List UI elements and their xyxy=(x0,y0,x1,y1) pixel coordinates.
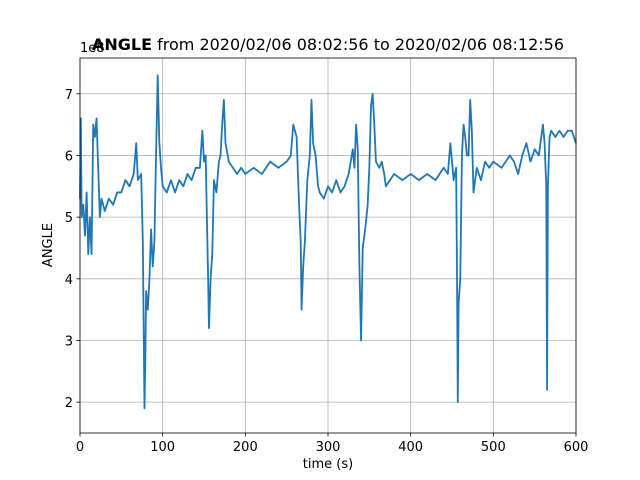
title-bold: ANGLE xyxy=(92,35,152,54)
title-rest: from 2020/02/06 08:02:56 to 2020/02/06 0… xyxy=(152,35,564,54)
y-tick-label: 5 xyxy=(65,211,73,226)
y-tick-label: 6 xyxy=(65,149,73,164)
x-tick-label: 300 xyxy=(316,440,341,455)
x-tick-label: 400 xyxy=(398,440,423,455)
x-tick-label: 200 xyxy=(233,440,258,455)
y-tick-label: 4 xyxy=(65,273,73,288)
x-tick-label: 500 xyxy=(481,440,506,455)
x-tick-label: 600 xyxy=(564,440,589,455)
x-axis-label: time (s) xyxy=(303,457,353,472)
y-tick-label: 2 xyxy=(65,396,73,411)
y-axis-label: ANGLE xyxy=(41,223,56,267)
chart-title: ANGLE from 2020/02/06 08:02:56 to 2020/0… xyxy=(92,35,564,54)
x-tick-label: 0 xyxy=(76,440,84,455)
y-tick-label: 7 xyxy=(65,88,73,103)
x-tick-label: 100 xyxy=(150,440,175,455)
axes-frame xyxy=(79,57,577,434)
offset-text: 1e8 xyxy=(80,41,105,56)
data-line xyxy=(79,74,577,410)
y-tick-label: 3 xyxy=(65,334,73,349)
